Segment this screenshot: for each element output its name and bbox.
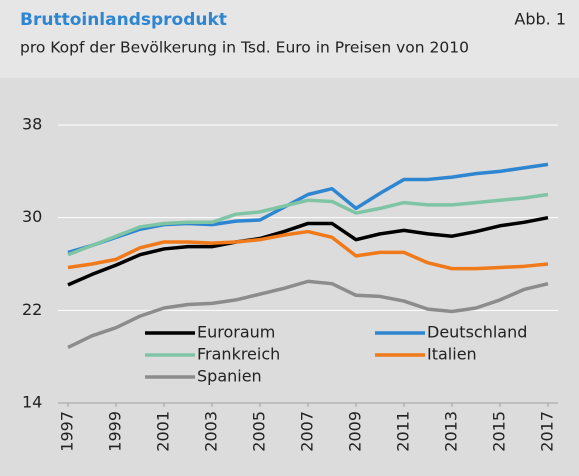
legend-label: Spanien xyxy=(197,367,262,386)
x-tick-label: 2003 xyxy=(202,411,221,452)
y-tick-label: 38 xyxy=(22,115,42,134)
x-tick-label: 2007 xyxy=(298,411,317,452)
figure-label: Abb. 1 xyxy=(514,10,566,29)
plot-background xyxy=(0,78,579,476)
x-tick-label: 2009 xyxy=(346,411,365,452)
x-tick-label: 1997 xyxy=(58,411,77,452)
chart-subtitle: pro Kopf der Bevölkerung in Tsd. Euro in… xyxy=(20,39,469,57)
x-tick-label: 2005 xyxy=(250,411,269,452)
x-tick-label: 2017 xyxy=(538,411,557,452)
y-tick-label: 14 xyxy=(22,393,42,412)
legend-label: Deutschland xyxy=(427,323,527,342)
series-line xyxy=(67,215,549,287)
y-tick-label: 22 xyxy=(22,300,42,319)
x-tick-label: 2013 xyxy=(442,411,461,452)
header-background xyxy=(0,0,579,78)
x-tick-label: 2011 xyxy=(394,411,413,452)
series-line xyxy=(67,162,549,255)
legend-label: Frankreich xyxy=(197,345,280,364)
series-line xyxy=(67,279,549,349)
series-line xyxy=(67,192,549,257)
x-tick-label: 2001 xyxy=(154,411,173,452)
y-tick-label: 30 xyxy=(22,207,42,226)
legend-label: Euroraum xyxy=(197,323,275,342)
series-line xyxy=(67,229,549,271)
legend-label: Italien xyxy=(427,345,477,364)
x-tick-label: 2015 xyxy=(490,411,509,452)
chart-title: Bruttoinlandsprodukt xyxy=(20,10,227,30)
x-tick-label: 1999 xyxy=(106,411,125,452)
